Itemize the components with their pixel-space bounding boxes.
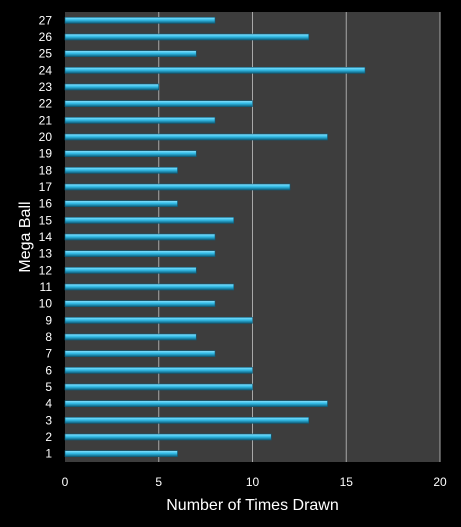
bar-mega-ball-3: [64, 417, 310, 424]
bar-mega-ball-23: [64, 83, 160, 91]
x-tick-label: 15: [340, 475, 354, 489]
bar-mega-ball-19: [64, 150, 197, 157]
y-tick-label: 26: [39, 30, 53, 44]
y-tick-label: 17: [39, 180, 53, 194]
bar-mega-ball-21: [64, 117, 216, 124]
bar-mega-ball-17: [64, 183, 291, 191]
y-tick-label: 24: [39, 63, 53, 77]
y-tick-label: 10: [39, 297, 53, 311]
bar-mega-ball-4: [64, 400, 328, 407]
y-tick-label: 21: [39, 113, 53, 127]
bar-mega-ball-8: [64, 333, 197, 341]
x-tick-label: 5: [155, 475, 162, 489]
y-tick-label: 2: [45, 430, 52, 444]
y-tick-label: 14: [39, 230, 53, 244]
bar-mega-ball-13: [64, 250, 216, 257]
bar-mega-ball-11: [64, 283, 235, 291]
bar-mega-ball-6: [64, 367, 253, 374]
y-tick-label: 9: [45, 313, 52, 327]
x-tick-label: 20: [433, 475, 447, 489]
y-tick-label: 8: [45, 330, 52, 344]
y-tick-label: 6: [45, 363, 52, 377]
bars: [64, 17, 366, 457]
y-tick-label: 25: [39, 47, 53, 61]
bar-mega-ball-12: [64, 267, 197, 274]
x-tick-label: 10: [246, 475, 260, 489]
y-tick-label: 7: [45, 347, 52, 361]
bar-mega-ball-18: [64, 167, 178, 174]
bar-mega-ball-14: [64, 233, 216, 241]
bar-mega-ball-5: [64, 383, 253, 391]
x-tick-labels: 0 5 10 15 20: [62, 475, 447, 489]
bar-mega-ball-26: [64, 33, 310, 41]
y-tick-label: 5: [45, 380, 52, 394]
y-tick-label: 4: [45, 397, 52, 411]
bar-mega-ball-16: [64, 200, 178, 207]
bar-mega-ball-1: [64, 450, 178, 457]
y-tick-label: 1: [45, 447, 52, 461]
y-tick-label: 27: [39, 13, 53, 27]
bar-mega-ball-24: [64, 67, 366, 74]
x-axis-title: Number of Times Drawn: [166, 497, 339, 514]
y-tick-label: 16: [39, 197, 53, 211]
bar-mega-ball-7: [64, 350, 216, 357]
y-tick-labels: 1234567891011121314151617181920212223242…: [39, 13, 53, 460]
bar-mega-ball-15: [64, 217, 235, 224]
y-tick-label: 23: [39, 80, 53, 94]
bar-mega-ball-25: [64, 50, 197, 57]
x-tick-label: 0: [62, 475, 69, 489]
y-tick-label: 20: [39, 130, 53, 144]
y-tick-label: 15: [39, 213, 53, 227]
bar-mega-ball-22: [64, 100, 253, 107]
y-tick-label: 11: [40, 280, 53, 294]
y-tick-label: 3: [45, 413, 52, 427]
y-tick-label: 18: [39, 163, 53, 177]
bar-mega-ball-2: [64, 433, 272, 441]
y-tick-label: 19: [39, 147, 53, 161]
bar-mega-ball-27: [64, 17, 216, 24]
bar-mega-ball-9: [64, 317, 253, 324]
y-axis-title: Mega Ball: [17, 201, 34, 272]
y-tick-label: 22: [39, 97, 53, 111]
bar-mega-ball-20: [64, 133, 328, 141]
bar-mega-ball-10: [64, 300, 216, 307]
y-tick-label: 13: [39, 247, 53, 261]
y-tick-label: 12: [39, 263, 53, 277]
